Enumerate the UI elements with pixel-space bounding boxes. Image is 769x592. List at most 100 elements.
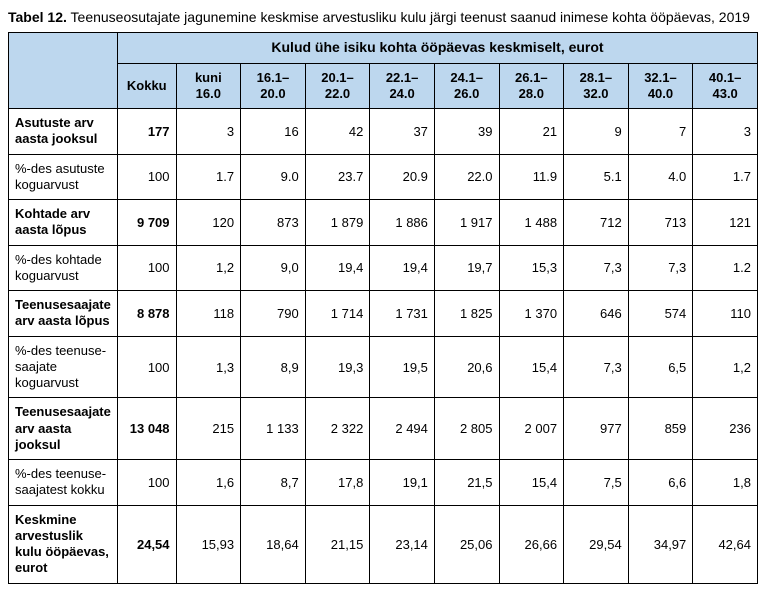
cell-value: 34,97 (628, 505, 693, 583)
cell-value: 1,2 (693, 336, 758, 398)
row-label: %-des teenuse­saajate koguarvust (9, 336, 118, 398)
col-header-9: 40.1–43.0 (693, 63, 758, 109)
cell-kokku: 100 (118, 245, 177, 291)
cell-kokku: 100 (118, 336, 177, 398)
cell-value: 1 886 (370, 200, 435, 246)
cell-value: 9.0 (241, 154, 306, 200)
cell-value: 1,3 (176, 336, 241, 398)
title-rest: Teenuseosutajate jagunemine keskmise arv… (67, 9, 750, 25)
cell-value: 15,93 (176, 505, 241, 583)
corner-cell (9, 33, 118, 109)
cell-value: 20,6 (434, 336, 499, 398)
cell-value: 19,4 (370, 245, 435, 291)
cell-value: 19,1 (370, 460, 435, 506)
cell-value: 18,64 (241, 505, 306, 583)
cell-value: 7,3 (564, 245, 629, 291)
cell-value: 42,64 (693, 505, 758, 583)
cell-value: 26,66 (499, 505, 564, 583)
super-header: Kulud ühe isiku kohta ööpäevas keskmisel… (118, 33, 758, 64)
cell-value: 11.9 (499, 154, 564, 200)
cell-value: 873 (241, 200, 306, 246)
cell-kokku: 100 (118, 460, 177, 506)
cell-value: 1.7 (693, 154, 758, 200)
table-row: Keskmine arvestuslik kulu ööpäevas, euro… (9, 505, 758, 583)
cell-value: 19,7 (434, 245, 499, 291)
cell-value: 19,3 (305, 336, 370, 398)
cell-value: 2 494 (370, 398, 435, 460)
col-header-8: 32.1–40.0 (628, 63, 693, 109)
cell-value: 646 (564, 291, 629, 337)
cell-value: 42 (305, 109, 370, 155)
cell-value: 1,6 (176, 460, 241, 506)
cell-value: 7,3 (628, 245, 693, 291)
cell-value: 15,4 (499, 336, 564, 398)
cell-value: 4.0 (628, 154, 693, 200)
cell-value: 8,7 (241, 460, 306, 506)
cell-value: 22.0 (434, 154, 499, 200)
cell-value: 6,5 (628, 336, 693, 398)
cell-value: 25,06 (434, 505, 499, 583)
row-label: Asutuste arv aasta jooksul (9, 109, 118, 155)
cell-value: 574 (628, 291, 693, 337)
cell-value: 21 (499, 109, 564, 155)
cell-value: 9 (564, 109, 629, 155)
table-row: %-des teenuse­saajate koguarvust1001,38,… (9, 336, 758, 398)
cell-value: 15,4 (499, 460, 564, 506)
table-row: %-des teenuse­saajatest kokku1001,68,717… (9, 460, 758, 506)
cell-value: 9,0 (241, 245, 306, 291)
cell-value: 790 (241, 291, 306, 337)
cell-value: 977 (564, 398, 629, 460)
cell-value: 3 (176, 109, 241, 155)
cell-value: 236 (693, 398, 758, 460)
cell-value: 29,54 (564, 505, 629, 583)
cell-value: 121 (693, 200, 758, 246)
row-label: Teenusesaajate arv aasta jooksul (9, 398, 118, 460)
cell-value: 1 133 (241, 398, 306, 460)
row-label: Kohtade arv aasta lõpus (9, 200, 118, 246)
table-row: Teenusesaajate arv aasta jooksul13 04821… (9, 398, 758, 460)
cell-value: 1 488 (499, 200, 564, 246)
table-body: Asutuste arv aasta jooksul17731642373921… (9, 109, 758, 584)
cell-value: 23,14 (370, 505, 435, 583)
cell-value: 2 322 (305, 398, 370, 460)
cell-value: 712 (564, 200, 629, 246)
row-label: %-des kohtade koguarvust (9, 245, 118, 291)
col-header-4: 22.1–24.0 (370, 63, 435, 109)
table-head: Kulud ühe isiku kohta ööpäevas keskmisel… (9, 33, 758, 109)
table-title: Tabel 12. Teenuseosutajate jagunemine ke… (8, 8, 761, 26)
cell-kokku: 9 709 (118, 200, 177, 246)
cell-value: 20.9 (370, 154, 435, 200)
cell-value: 713 (628, 200, 693, 246)
cell-value: 17,8 (305, 460, 370, 506)
table-row: Kohtade arv aasta lõpus9 7091208731 8791… (9, 200, 758, 246)
cell-kokku: 8 878 (118, 291, 177, 337)
table-row: Asutuste arv aasta jooksul17731642373921… (9, 109, 758, 155)
cell-value: 1,8 (693, 460, 758, 506)
row-label: Teenusesaajate arv aasta lõpus (9, 291, 118, 337)
cell-value: 1 825 (434, 291, 499, 337)
cell-kokku: 100 (118, 154, 177, 200)
cell-value: 3 (693, 109, 758, 155)
cell-value: 6,6 (628, 460, 693, 506)
data-table: Kulud ühe isiku kohta ööpäevas keskmisel… (8, 32, 758, 584)
cell-value: 16 (241, 109, 306, 155)
cell-value: 215 (176, 398, 241, 460)
cell-value: 1,2 (176, 245, 241, 291)
cell-value: 1.2 (693, 245, 758, 291)
table-row: %-des kohtade koguarvust1001,29,0 19,419,… (9, 245, 758, 291)
table-row: %-des asutuste koguarvust1001.79.023.720… (9, 154, 758, 200)
cell-kokku: 24,54 (118, 505, 177, 583)
cell-value: 39 (434, 109, 499, 155)
cell-value: 21,15 (305, 505, 370, 583)
table-row: Teenusesaajate arv aasta lõpus8 87811879… (9, 291, 758, 337)
cell-value: 118 (176, 291, 241, 337)
cell-kokku: 177 (118, 109, 177, 155)
col-header-kokku: Kokku (118, 63, 177, 109)
cell-value: 110 (693, 291, 758, 337)
col-header-5: 24.1–26.0 (434, 63, 499, 109)
cell-value: 2 007 (499, 398, 564, 460)
cell-value: 7,5 (564, 460, 629, 506)
col-header-1: kuni 16.0 (176, 63, 241, 109)
cell-value: 5.1 (564, 154, 629, 200)
cell-value: 8,9 (241, 336, 306, 398)
